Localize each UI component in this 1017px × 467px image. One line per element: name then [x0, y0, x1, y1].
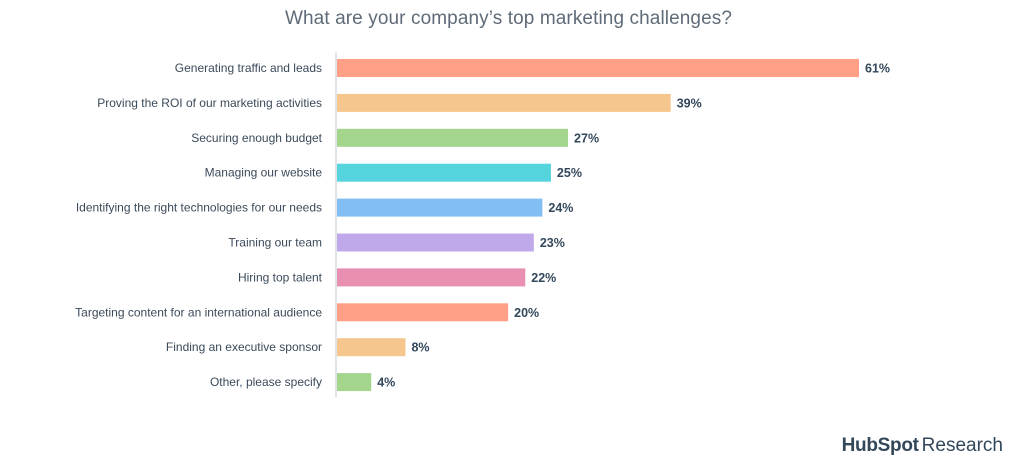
category-label: Targeting content for an international a…	[75, 305, 322, 319]
brand-logo: HubSpot Research	[842, 435, 1003, 457]
data-label: 4%	[377, 376, 395, 390]
bar	[337, 268, 526, 287]
category-label: Other, please specify	[210, 375, 322, 389]
category-label: Managing our website	[205, 166, 323, 180]
bar	[337, 93, 671, 112]
data-label: 24%	[548, 201, 573, 215]
category-label: Hiring top talent	[238, 270, 323, 284]
chart-title: What are your company’s top marketing ch…	[284, 8, 733, 29]
category-label: Training our team	[228, 236, 322, 250]
data-label: 22%	[531, 271, 556, 285]
bar	[337, 338, 406, 357]
category-label: Finding an executive sponsor	[166, 340, 322, 354]
category-label: Proving the ROI of our marketing activit…	[97, 96, 322, 110]
data-label: 23%	[540, 236, 565, 250]
bar	[337, 303, 509, 322]
bar	[337, 198, 543, 217]
data-label: 39%	[677, 96, 702, 110]
category-label: Generating traffic and leads	[175, 61, 322, 75]
brand-suffix: Research	[921, 435, 1003, 456]
data-label: 20%	[514, 306, 539, 320]
category-label: Securing enough budget	[191, 131, 322, 145]
data-label: 25%	[557, 166, 582, 180]
bar	[337, 163, 551, 182]
bar	[337, 128, 569, 147]
data-label: 8%	[411, 341, 429, 355]
brand-name: HubSpot	[841, 435, 919, 456]
category-label: Identifying the right technologies for o…	[76, 201, 322, 215]
bar	[337, 373, 372, 392]
bar	[337, 233, 534, 252]
data-label: 27%	[574, 131, 599, 145]
bar	[337, 59, 859, 77]
data-label: 61%	[865, 62, 890, 76]
